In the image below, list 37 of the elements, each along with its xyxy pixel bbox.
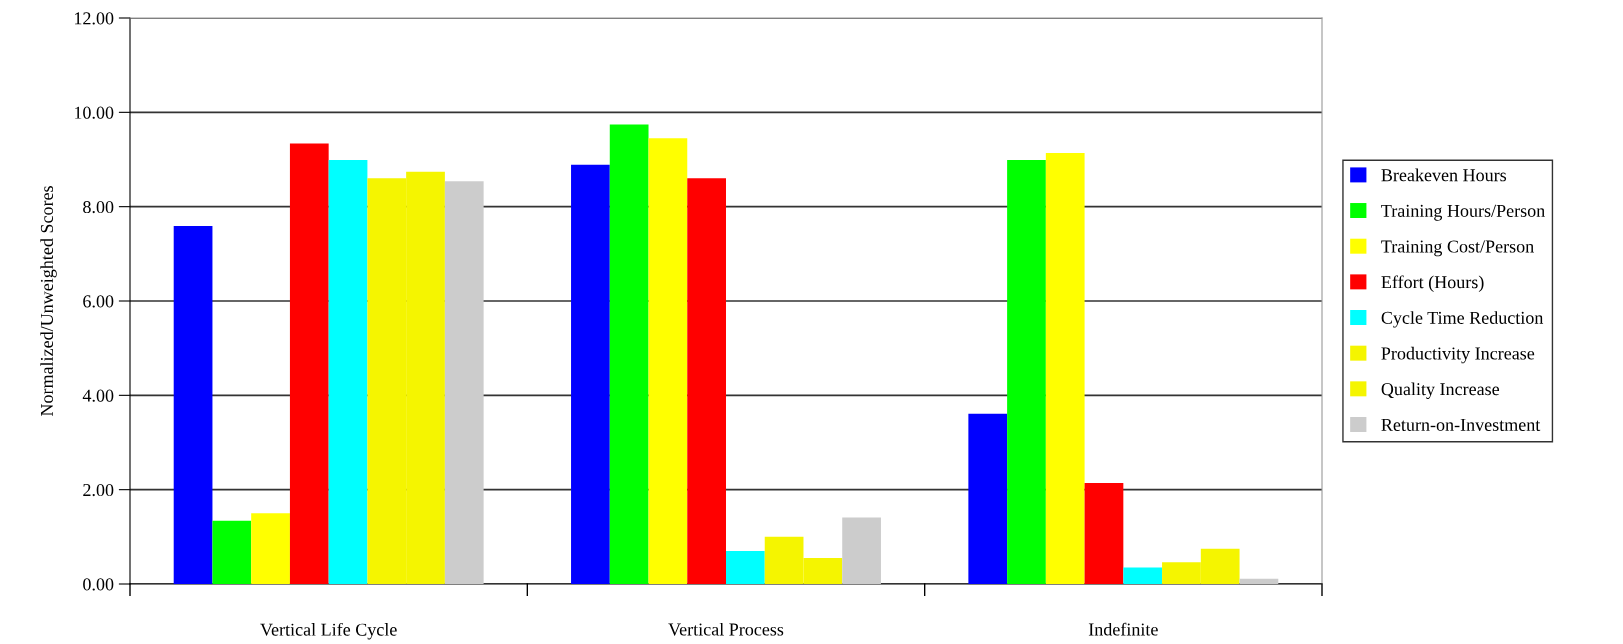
bar xyxy=(842,517,881,584)
legend-label: Cycle Time Reduction xyxy=(1381,311,1544,328)
bar xyxy=(1239,578,1279,584)
legend-label: Return-on-Investment xyxy=(1381,418,1541,431)
legend-label: Training Cost/Person xyxy=(1381,240,1534,257)
x-tick-label: Indefinite xyxy=(1088,622,1158,636)
y-tick-label: 6.00 xyxy=(83,295,114,308)
y-tick-label: 8.00 xyxy=(83,200,114,214)
legend-label: Training Hours/Person xyxy=(1381,204,1545,221)
bar xyxy=(444,181,484,584)
bar xyxy=(726,550,765,584)
bar xyxy=(251,513,290,584)
y-tick-label: 12.00 xyxy=(74,12,114,25)
y-tick-label: 0.00 xyxy=(83,578,114,591)
x-tick-label: Vertical Life Cycle xyxy=(260,622,397,640)
y-tick-label: 10.00 xyxy=(74,106,114,119)
bar xyxy=(212,520,252,584)
bar xyxy=(571,164,610,584)
legend-label: Quality Increase xyxy=(1381,382,1500,399)
bar xyxy=(1084,483,1124,584)
legend-label: Breakeven Hours xyxy=(1381,168,1507,182)
bar xyxy=(1123,567,1163,584)
y-tick-label: 2.00 xyxy=(83,483,114,497)
legend-label: Effort (Hours) xyxy=(1381,275,1484,292)
bar xyxy=(289,143,329,584)
bar xyxy=(1007,159,1046,584)
y-tick-label: 4.00 xyxy=(82,389,114,402)
x-tick-label: Vertical Process xyxy=(668,622,784,636)
bar xyxy=(1045,152,1085,584)
bar xyxy=(173,226,213,584)
bar xyxy=(968,413,1008,584)
bar xyxy=(687,178,726,584)
bar xyxy=(328,159,368,584)
bar xyxy=(648,138,688,584)
legend-label: Productivity Increase xyxy=(1381,346,1535,364)
y-axis-title: Normalized/Unweighted Scores xyxy=(40,186,57,417)
bar xyxy=(609,124,649,584)
